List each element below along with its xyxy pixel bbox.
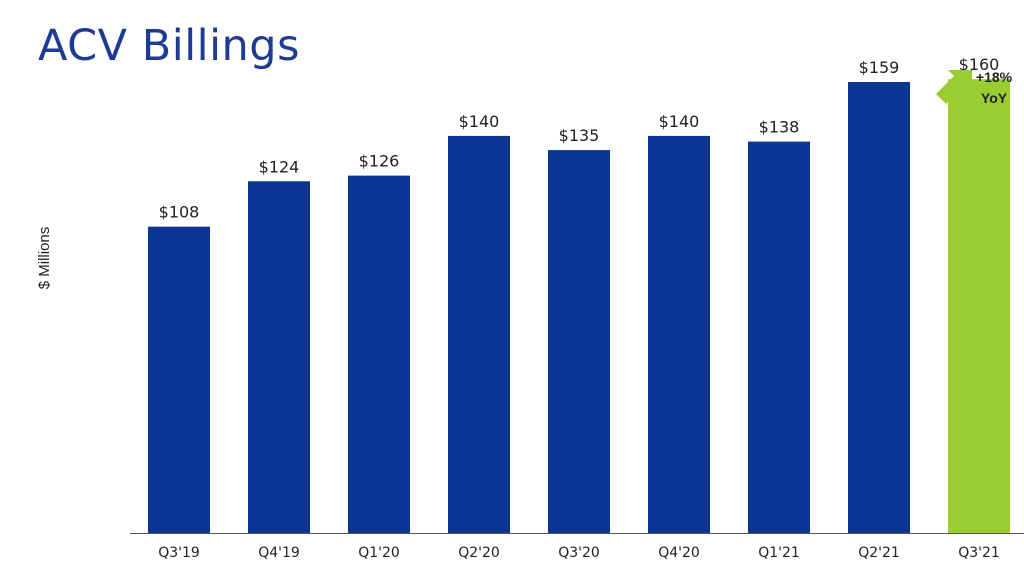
x-tick-label: Q2'20 [458,545,500,561]
bar-q419 [248,181,310,534]
x-tick-label: Q4'20 [658,545,700,561]
page-title: ACV Billings [38,21,301,71]
value-label: $124 [259,157,300,176]
bars-group [148,79,1010,534]
value-labels-group: $108 $124 $126 $140 $135 $140 $138 $159 $160 [159,55,1000,221]
value-label: $160 [959,55,1000,74]
x-tick-label: Q3'19 [158,545,200,561]
bar-q319 [148,226,210,533]
x-tick-label: Q1'20 [358,545,400,561]
bar-q420 [648,135,710,533]
bar-q120 [348,175,410,534]
bar-q321 [948,79,1010,533]
value-label: $108 [159,203,200,222]
bar-q121 [748,141,810,533]
value-label: $140 [459,112,500,131]
value-label: $126 [359,152,400,171]
x-tick-label: Q4'19 [258,545,300,561]
yoy-period-label: YoY [981,90,1008,106]
bar-q221 [848,82,910,533]
x-tick-label: Q3'20 [558,545,600,561]
x-tick-labels-group: Q3'19 Q4'19 Q1'20 Q2'20 Q3'20 Q4'20 Q1'21 Q2'21… [158,545,1000,561]
value-label: $138 [759,118,800,137]
bar-q220 [448,135,510,533]
x-tick-label: Q3'21 [958,545,1000,561]
up-arrow-icon [936,70,972,104]
bar-q320 [548,150,610,533]
x-tick-label: Q1'21 [758,545,800,561]
yoy-badge: +18% YoY [936,69,1013,106]
x-tick-label: Q2'21 [858,545,900,561]
value-label: $135 [559,126,600,145]
value-label: $159 [859,58,900,77]
y-axis-label: $ Millions [36,227,53,290]
value-label: $140 [659,112,700,131]
yoy-percent-label: +18% [976,69,1013,85]
